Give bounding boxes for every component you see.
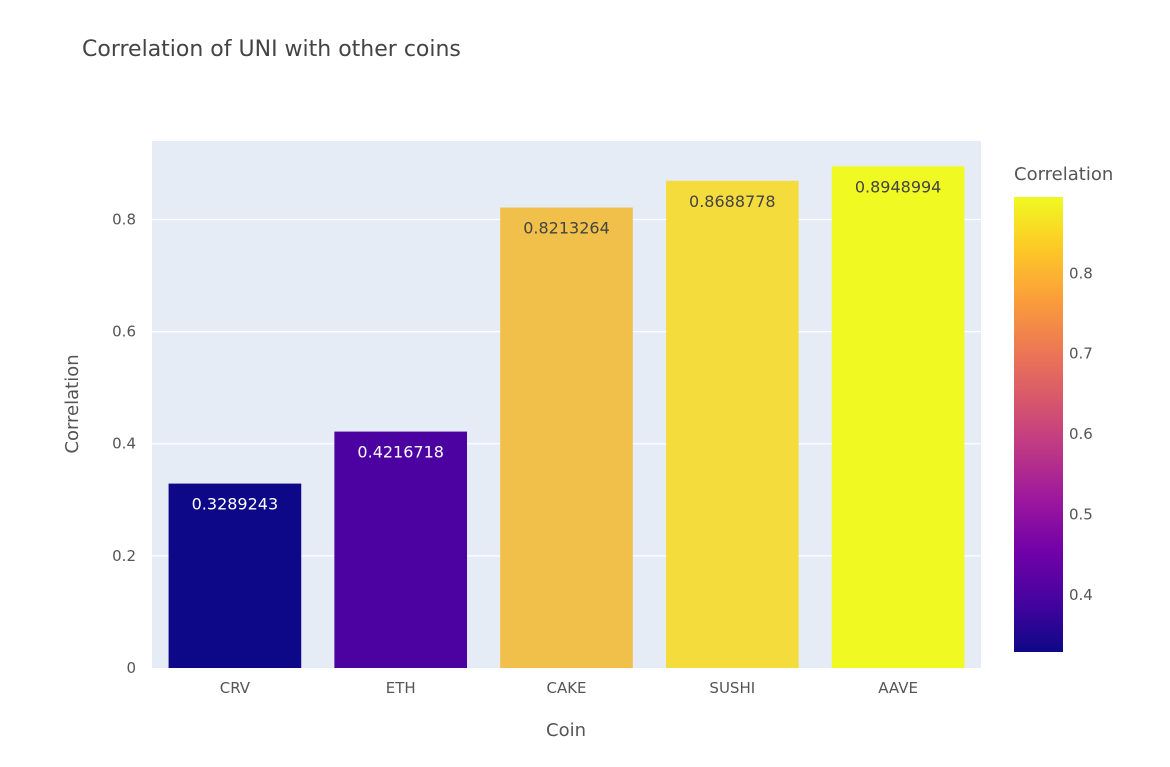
colorbar: Correlation 0.4 0.5 0.6 0.7 0.8	[1014, 164, 1113, 652]
chart-title: Correlation of UNI with other coins	[82, 37, 461, 62]
bar-labels: 0.3289243 0.4216718 0.8213264 0.8688778 0.89…	[192, 177, 942, 513]
y-axis-title: Correlation	[62, 354, 83, 453]
bar-value-label: 0.8948994	[855, 177, 942, 196]
y-tick-label: 0.6	[112, 323, 136, 341]
bar-value-label: 0.8213264	[523, 219, 610, 238]
x-tick-label: CAKE	[546, 679, 586, 697]
bar-eth	[334, 431, 468, 668]
x-tick-label: ETH	[386, 679, 416, 697]
y-axis-ticks: 0 0.2 0.4 0.6 0.8	[112, 210, 136, 677]
colorbar-tick-label: 0.7	[1069, 345, 1093, 363]
x-tick-label: SUSHI	[709, 679, 755, 697]
y-tick-label: 0	[126, 659, 136, 677]
bar-sushi	[665, 180, 799, 668]
bar-value-label: 0.8688778	[689, 192, 776, 211]
colorbar-tick-label: 0.5	[1069, 505, 1093, 523]
y-tick-label: 0.2	[112, 547, 136, 565]
y-tick-label: 0.8	[112, 210, 136, 228]
bar-crv	[168, 483, 302, 668]
bar-value-label: 0.3289243	[192, 495, 279, 514]
x-axis-title: Coin	[546, 720, 586, 741]
colorbar-title: Correlation	[1014, 164, 1113, 185]
x-tick-label: CRV	[220, 679, 251, 697]
colorbar-gradient	[1014, 197, 1063, 652]
x-axis-ticks: CRV ETH CAKE SUSHI AAVE	[220, 679, 918, 697]
colorbar-tick-label: 0.6	[1069, 425, 1093, 443]
bars	[168, 166, 965, 668]
colorbar-tick-label: 0.8	[1069, 264, 1093, 282]
bar-cake	[500, 207, 633, 668]
bar-value-label: 0.4216718	[357, 443, 444, 462]
bar-aave	[831, 166, 965, 668]
y-tick-label: 0.4	[112, 435, 136, 453]
colorbar-ticks: 0.4 0.5 0.6 0.7 0.8	[1069, 264, 1093, 604]
x-tick-label: AAVE	[878, 679, 918, 697]
colorbar-tick-label: 0.4	[1069, 586, 1093, 604]
